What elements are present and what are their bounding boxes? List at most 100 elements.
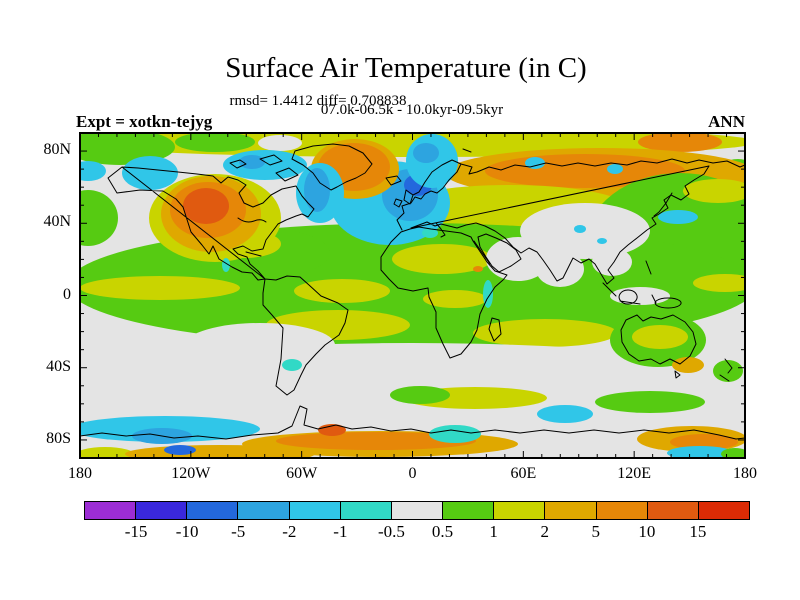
y-axis-label-40N: 40N [43,213,71,231]
page-title: Surface Air Temperature (in C) [225,52,587,84]
x-axis-label-120W-1: 120W [171,465,211,482]
colorbar-level--2: -2 [282,522,297,541]
coast-new-zealand [719,358,733,382]
anomaly-blob-gray [80,343,745,423]
anomaly-blob-dorange [183,188,229,224]
anomaly-blob-amber [672,357,704,373]
anomaly-blob-cyan [525,157,545,169]
anomaly-blob-green [80,190,118,246]
colorbar-cell-9 [545,502,597,519]
colorbar-level-5: 5 [591,522,601,541]
colorbar-cell-1 [136,502,188,519]
colorbar-level-0.5: 0.5 [431,522,454,541]
x-axis-label-180-6: 180 [733,465,757,482]
anomaly-blob-cyan [597,238,607,244]
coastlines [80,143,745,440]
anomaly-blob-orange [276,432,476,450]
anomaly-blob-yg [294,279,390,303]
coast-eurasia [396,158,745,285]
anomaly-blob-green [595,391,705,413]
anomaly-blob-blue [164,445,196,455]
colorbar-level-15: 15 [689,522,707,541]
anomaly-blob-turq [483,280,493,308]
colorbar-cell-8 [494,502,546,519]
anomaly-shading-layer [80,133,745,458]
colorbar-cell-3 [238,502,290,519]
coast-greenland [291,143,373,191]
coast-antarctica [80,405,745,440]
colorbar-level--15: -15 [124,522,148,541]
colorbar-cell-5 [340,502,392,519]
y-axis-label-80S: 80S [46,429,71,447]
anomaly-blob-cyan [667,446,733,458]
colorbar-cell-12 [698,502,750,519]
colorbar-level--0.5: -0.5 [377,522,405,541]
anomaly-blob-yg [693,274,745,292]
anomaly-blob-turq [429,425,481,443]
anomaly-blob-sky [304,168,330,212]
colorbar-level-2: 2 [540,522,549,541]
colorbar [84,501,750,520]
world-map [79,132,746,459]
anomaly-blob-yg [683,179,745,203]
coast-great-lakes [237,217,267,223]
anomaly-blob-green [390,386,450,404]
map-frame [79,132,746,459]
x-axis-label-0-3: 0 [408,465,417,482]
colorbar-cell-7 [443,502,495,519]
anomaly-blob-orange [638,133,722,152]
colorbar-cell-10 [596,502,648,519]
experiment-label: Expt = xotkn-tejyg [76,112,213,131]
anomaly-blob-cyan [607,164,623,174]
coast-italy [435,222,446,238]
coast-arctic-islands [229,148,472,182]
anomaly-blob-yg [473,319,617,347]
stats-line: rmsd= 1.4412 diff= 0.708838 [229,93,407,109]
anomaly-blob-sky [239,155,265,169]
anomaly-blob-yg [80,276,240,300]
anomaly-blob-yg [80,447,135,458]
coast-cuba [245,251,262,257]
anomaly-blob-gray [258,135,302,151]
colorbar-cell-2 [187,502,239,519]
anomaly-blob-cyan [80,161,106,181]
colorbar-level-10: 10 [638,522,656,541]
x-axis-label-60W-2: 60W [286,465,318,482]
y-axis-label-80N: 80N [43,141,71,159]
coast-africa [380,226,508,359]
anomaly-blob-sky [413,143,439,163]
period-line: 07.0k-06.5k - 10.0kyr-09.5kyr [320,102,504,118]
colorbar-level-1: 1 [489,522,498,541]
x-axis-label-120E-5: 120E [617,465,652,482]
anomaly-blob-cyan [537,405,593,423]
anomaly-blob-cyan [574,225,586,233]
x-axis-label-60E-4: 60E [510,465,537,482]
anomaly-blob-green [175,133,255,152]
anomaly-blob-yg [632,325,688,349]
anomaly-blob-orange [473,266,483,272]
anomaly-blob-green [713,360,743,382]
anomaly-blob-cyan [432,168,452,182]
colorbar-level--5: -5 [231,522,246,541]
anomaly-blob-turq [282,359,302,371]
coast-british-isles [393,189,414,208]
anomaly-blob-orange [670,434,738,450]
anomaly-blob-cyan [223,150,307,180]
anomaly-blob-cyan [658,210,698,224]
coast-se-asia-islands [602,260,682,309]
colorbar-cell-4 [289,502,341,519]
colorbar-level--1: -1 [333,522,348,541]
x-axis-label-180-0: 180 [68,465,92,482]
coast-iceland [385,175,402,186]
anomaly-blob-yg [392,244,492,274]
anomaly-blob-yg [423,290,487,308]
coast-arabia [473,233,522,273]
colorbar-cell-11 [647,502,699,519]
season-label: ANN [708,112,745,131]
anomaly-blob-cyan [122,156,178,190]
coast-australia [620,314,697,379]
y-axis-label-0: 0 [63,285,71,303]
coast-north-america [107,166,349,396]
coast-japan [653,192,673,217]
